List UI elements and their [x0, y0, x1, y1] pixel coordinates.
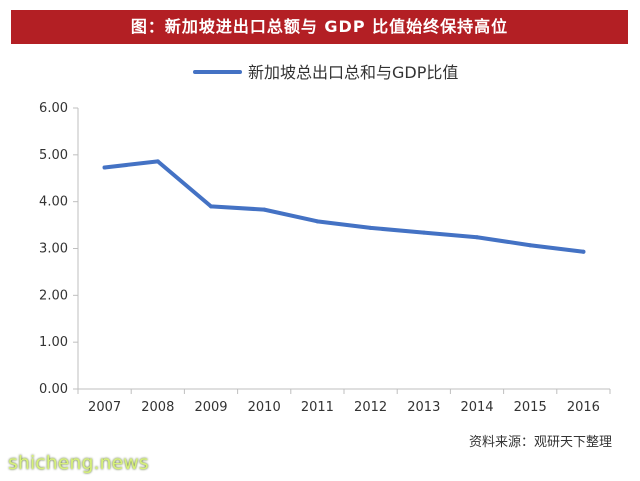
data-point [209, 204, 213, 209]
data-point [262, 207, 267, 212]
series-line [102, 159, 586, 254]
data-point [368, 225, 373, 230]
y-tick-label: 4.00 [39, 195, 68, 210]
x-tick-label: 2015 [514, 400, 547, 415]
y-tick-label: 5.00 [39, 148, 68, 163]
data-point [155, 159, 160, 164]
y-tick-label: 2.00 [39, 288, 68, 303]
x-tick-label: 2009 [194, 400, 227, 415]
data-point [421, 230, 426, 235]
data-point [475, 235, 479, 240]
axes: 0.00 1.00 2.00 3.00 4.00 5.00 6.00 2007 2008 2009… [39, 101, 611, 415]
legend-label: 新加坡总出口总和与GDP比值 [248, 63, 458, 82]
data-point [528, 243, 533, 248]
watermark: shicheng.news [8, 452, 149, 474]
y-tick-label: 1.00 [39, 335, 68, 350]
data-point [581, 249, 586, 254]
x-tick-label: 2007 [88, 400, 121, 415]
data-point [315, 219, 320, 224]
chart-title-banner: 图：新加坡进出口总额与 GDP 比值始终保持高位 [11, 10, 628, 44]
x-tick-label: 2008 [141, 400, 174, 415]
source-note: 资料来源：观研天下整理 [469, 435, 612, 450]
x-tick-label: 2012 [354, 400, 387, 415]
y-tick-label: 3.00 [39, 242, 68, 257]
x-tick-label: 2016 [567, 400, 600, 415]
y-tick-label: 0.00 [39, 382, 68, 397]
x-tick-label: 2013 [407, 400, 440, 415]
series-layer [102, 159, 586, 254]
x-tick-label: 2011 [301, 400, 334, 415]
legend: 新加坡总出口总和与GDP比值 [193, 63, 458, 82]
y-tick-label: 6.00 [39, 101, 68, 116]
x-tick-label: 2010 [248, 400, 281, 415]
data-point [102, 165, 107, 170]
x-tick-label: 2014 [460, 400, 493, 415]
